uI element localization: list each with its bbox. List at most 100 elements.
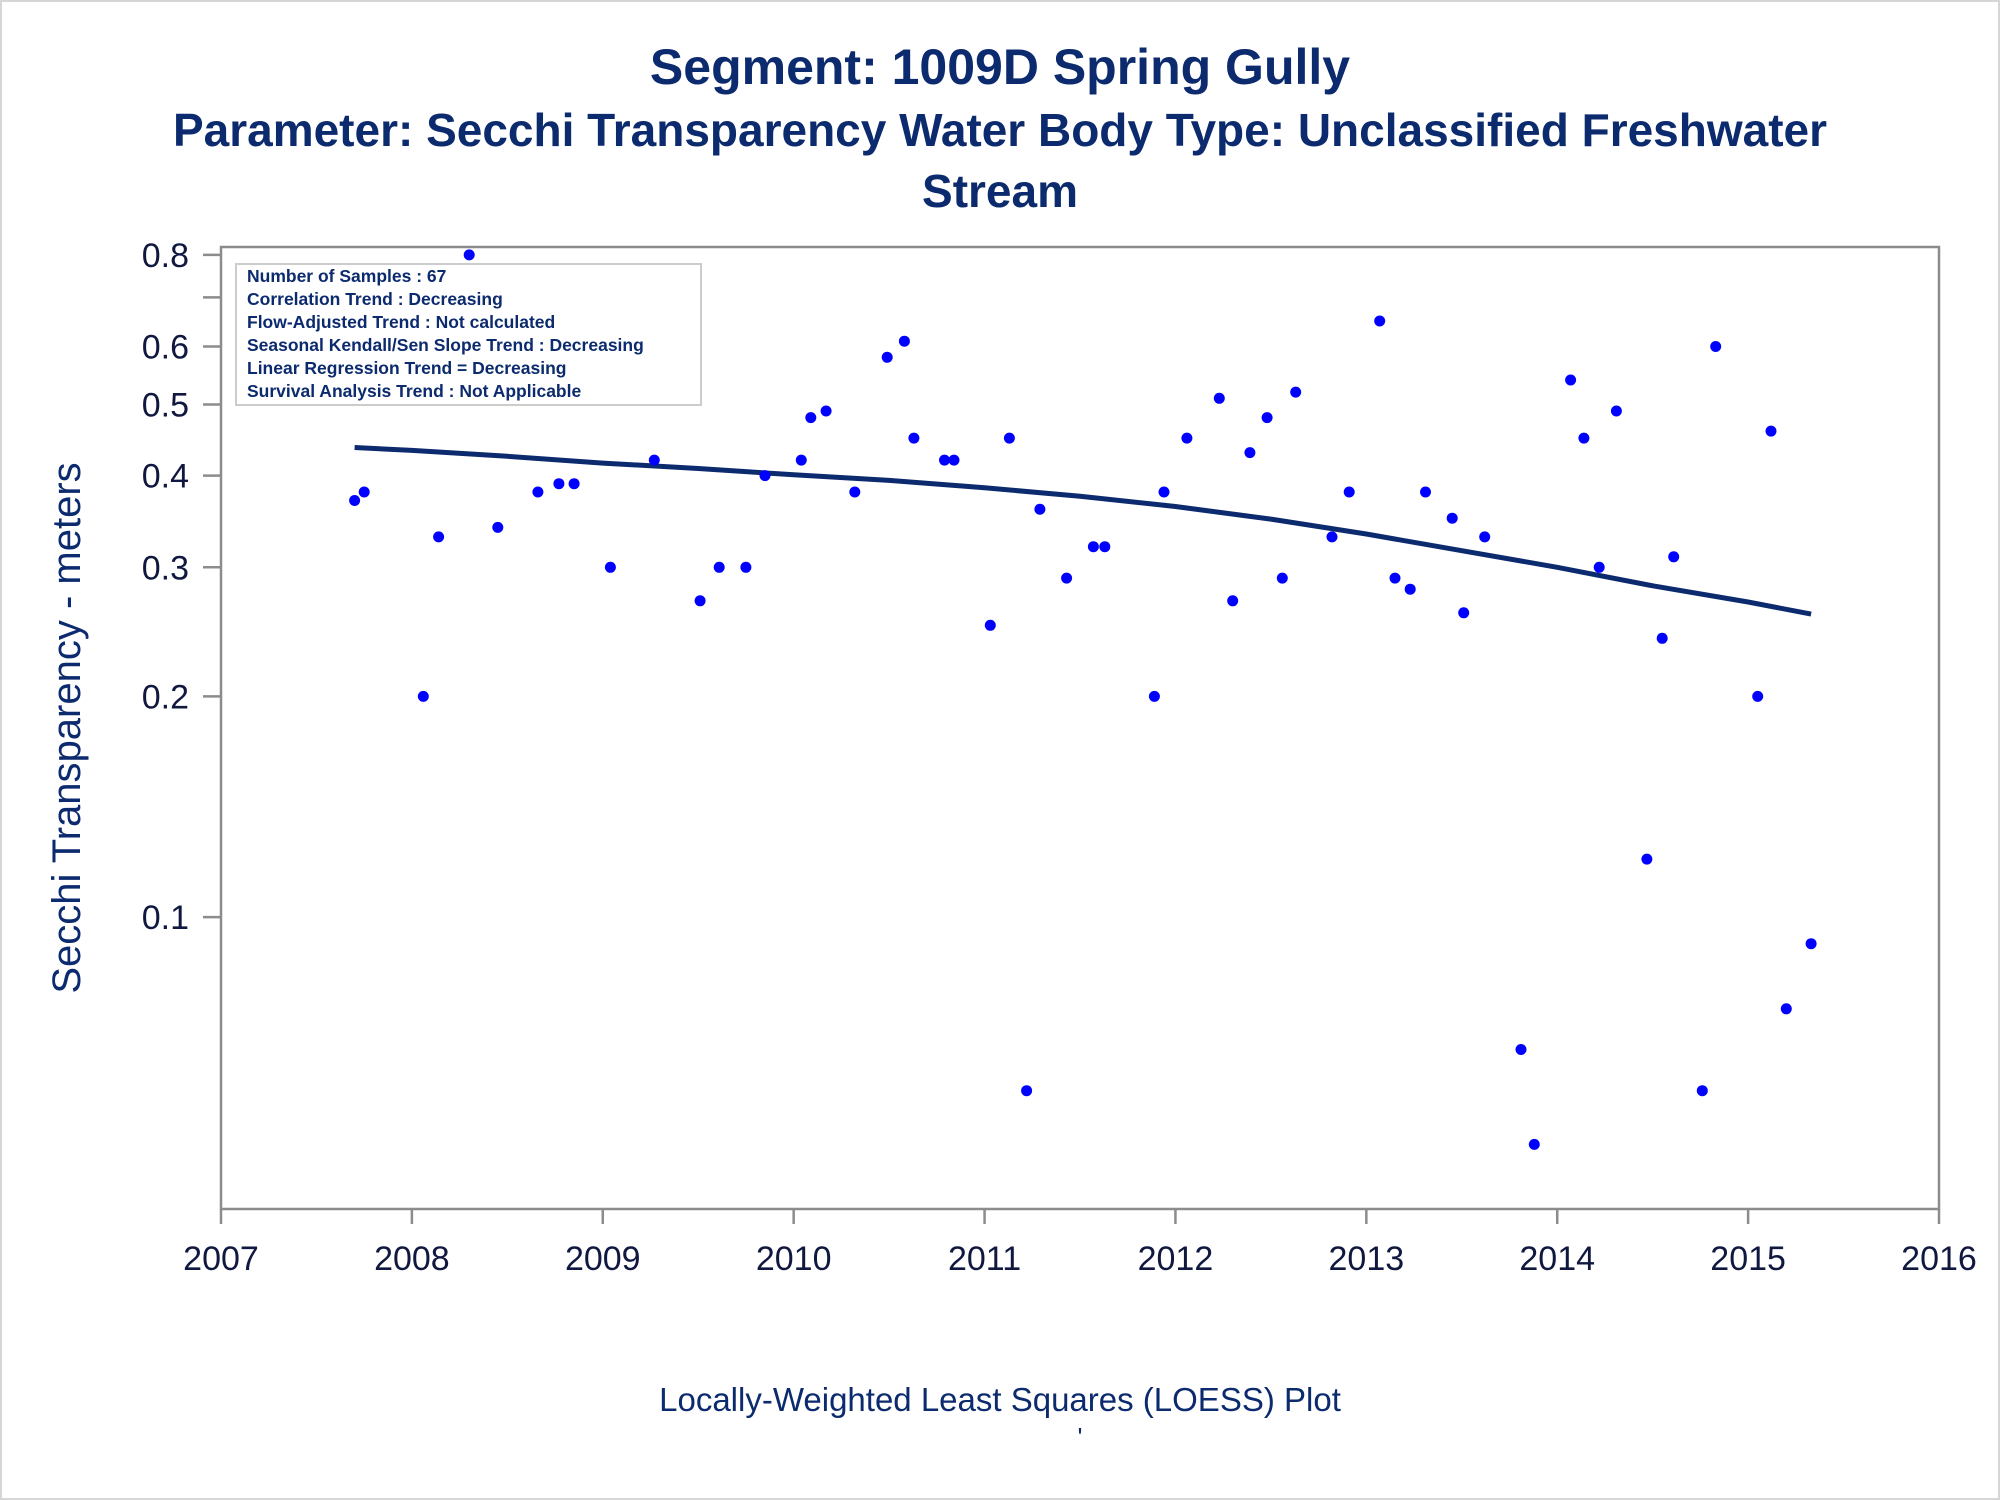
- data-point: [1458, 607, 1470, 619]
- data-point: [1656, 632, 1668, 644]
- data-point: [1752, 690, 1764, 702]
- data-point: [1374, 315, 1386, 327]
- x-tick-label: 2007: [183, 1240, 259, 1278]
- data-point: [759, 470, 771, 482]
- y-tick-label: 0.8: [142, 237, 189, 275]
- data-point: [849, 486, 861, 498]
- data-point: [532, 486, 544, 498]
- x-tick-label: 2012: [1138, 1240, 1214, 1278]
- loess-line: [354, 445, 1812, 617]
- data-point: [1765, 425, 1777, 437]
- data-point: [1227, 595, 1239, 607]
- y-tick-label: 0.5: [142, 387, 189, 425]
- data-point: [1710, 341, 1722, 352]
- info-samples: Number of Samples : 67: [247, 266, 446, 286]
- data-point: [1696, 1085, 1708, 1097]
- y-axis: 0.1 0.2 0.3 0.4 0.5 0.6 0.8: [142, 237, 221, 937]
- data-point: [1061, 572, 1073, 584]
- data-point: [1805, 938, 1817, 950]
- data-point: [1213, 392, 1225, 404]
- data-point: [1021, 1085, 1033, 1097]
- footer-mark: ': [1078, 1422, 1083, 1452]
- data-point: [417, 690, 429, 702]
- data-point: [1420, 486, 1431, 498]
- data-point: [939, 454, 950, 466]
- y-tick-label: 0.3: [142, 549, 189, 587]
- data-points: [349, 249, 1817, 1150]
- data-point: [1087, 541, 1099, 553]
- x-tick-label: 2014: [1519, 1240, 1595, 1278]
- data-point: [1181, 432, 1193, 444]
- data-point: [820, 405, 832, 417]
- data-point: [1404, 583, 1416, 595]
- info-seasonal-kendall-trend: Seasonal Kendall/Sen Slope Trend : Decre…: [247, 335, 644, 355]
- y-axis-title: Secchi Transparency - meters: [45, 462, 89, 993]
- data-point: [492, 521, 504, 533]
- data-point: [1244, 447, 1256, 459]
- info-flow-adjusted-trend: Flow-Adjusted Trend : Not calculated: [247, 312, 555, 332]
- data-point: [898, 335, 910, 347]
- x-tick-label: 2015: [1710, 1240, 1786, 1278]
- data-point: [1261, 412, 1273, 424]
- data-point: [1641, 853, 1653, 865]
- data-point: [1276, 572, 1288, 584]
- data-point: [740, 561, 752, 573]
- data-point: [604, 561, 616, 573]
- data-point: [1003, 432, 1015, 444]
- x-tick-label: 2011: [948, 1240, 1021, 1278]
- data-point: [908, 432, 920, 444]
- chart-subtitle-line-2: Stream: [922, 165, 1078, 217]
- info-linear-regression-trend: Linear Regression Trend = Decreasing: [247, 358, 567, 378]
- x-axis-title: Locally-Weighted Least Squares (LOESS) P…: [659, 1381, 1341, 1418]
- data-point: [648, 454, 660, 466]
- data-point: [1148, 690, 1160, 702]
- data-point: [948, 454, 960, 466]
- data-point: [1034, 503, 1046, 515]
- data-point: [881, 351, 893, 363]
- y-tick-label: 0.4: [142, 458, 189, 496]
- x-tick-label: 2009: [565, 1240, 641, 1278]
- data-point: [1578, 432, 1590, 444]
- data-point: [1099, 541, 1111, 553]
- data-point: [984, 619, 996, 631]
- x-tick-label: 2010: [756, 1240, 832, 1278]
- data-point: [1668, 551, 1680, 563]
- data-point: [349, 495, 361, 506]
- data-point: [713, 561, 725, 573]
- data-point: [795, 454, 807, 466]
- data-point: [1158, 486, 1170, 498]
- trend-info-box: Number of Samples : 67 Correlation Trend…: [235, 263, 702, 406]
- data-point: [1593, 561, 1605, 573]
- x-tick-label: 2008: [374, 1240, 450, 1278]
- data-point: [1528, 1138, 1540, 1150]
- data-point: [1610, 405, 1622, 417]
- data-point: [1290, 386, 1302, 398]
- data-point: [1780, 1003, 1792, 1015]
- x-axis: 2007 2008 2009 2010 2011 2012 2013 2014 2015 2016: [183, 1209, 1977, 1278]
- x-tick-label: 2013: [1329, 1240, 1405, 1278]
- data-point: [1479, 531, 1491, 543]
- data-point: [805, 412, 817, 424]
- data-point: [463, 249, 475, 261]
- info-survival-analysis-trend: Survival Analysis Trend : Not Applicable: [247, 381, 581, 401]
- info-correlation-trend: Correlation Trend : Decreasing: [247, 289, 503, 309]
- data-point: [1343, 486, 1355, 498]
- data-point: [1515, 1044, 1527, 1055]
- chart-title: Segment: 1009D Spring Gully: [649, 39, 1351, 95]
- data-point: [1446, 512, 1458, 524]
- data-point: [1389, 572, 1401, 584]
- data-point: [1565, 374, 1577, 386]
- data-point: [358, 486, 370, 498]
- y-tick-label: 0.1: [142, 899, 189, 937]
- y-tick-label: 0.6: [142, 328, 189, 366]
- data-point: [553, 478, 565, 490]
- plot-area-frame: [219, 245, 1941, 1211]
- data-point: [1326, 531, 1338, 543]
- chart-subtitle-line-1: Parameter: Secchi Transparency Water Bod…: [172, 104, 1828, 156]
- info-box-border: [235, 263, 702, 406]
- data-point: [694, 595, 706, 607]
- loess-trend-line: [354, 445, 1812, 617]
- data-point: [568, 478, 580, 490]
